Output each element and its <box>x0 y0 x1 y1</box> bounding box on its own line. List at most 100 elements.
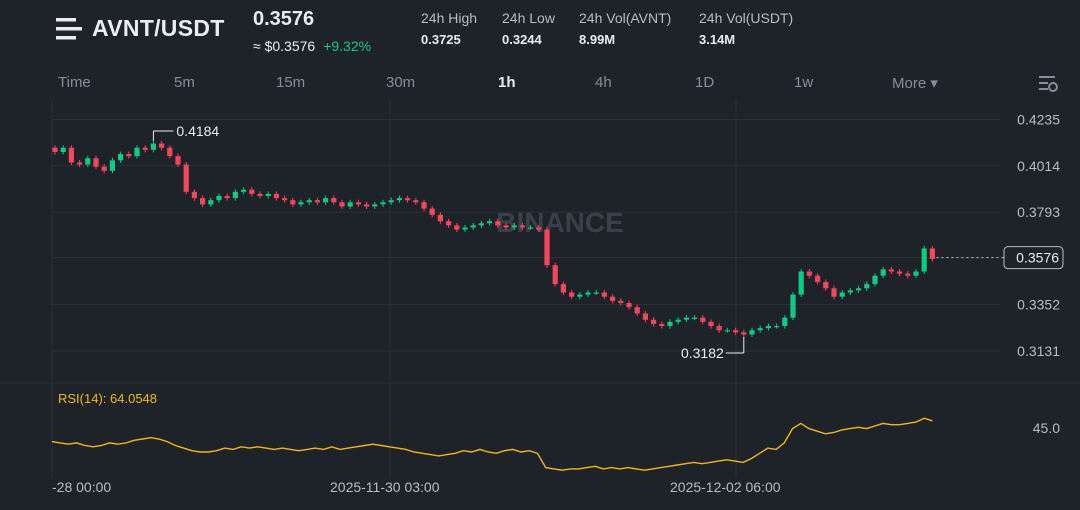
tab-15m[interactable]: 15m <box>276 74 306 91</box>
candle-body <box>364 204 370 207</box>
tab-1h[interactable]: 1h <box>498 74 516 91</box>
candle-body <box>503 225 509 228</box>
candle-body <box>60 147 66 152</box>
price-chart[interactable]: BINANCE 0.4235 0.4014 0.3793 0.3352 0.3131 RS… <box>0 100 1080 510</box>
candle-body <box>339 202 345 207</box>
candle-body <box>519 225 525 228</box>
candle-body <box>798 271 804 295</box>
stat-24h-low: 24h Low 0.3244 <box>502 10 555 47</box>
candle-body <box>150 143 156 150</box>
tab-30m[interactable]: 30m <box>386 74 416 91</box>
candle-body <box>913 271 919 276</box>
y-tick-label: 0.4014 <box>1017 158 1060 174</box>
candle-body <box>175 156 181 165</box>
chart-grid <box>0 100 1080 478</box>
tab-time[interactable]: Time <box>58 74 91 91</box>
candle-body <box>372 204 378 207</box>
candle-body <box>872 275 878 285</box>
candle-body <box>142 147 148 150</box>
x-tick-label: -28 00:00 <box>52 479 111 495</box>
stat-label: 24h Vol(AVNT) <box>579 10 672 26</box>
candle-body <box>126 154 132 157</box>
candle-body <box>815 275 821 282</box>
candle-body <box>241 189 247 192</box>
last-price-label: 0.3576 <box>1016 250 1059 266</box>
tab-more[interactable]: More ▾ <box>892 75 938 92</box>
candle-body <box>388 200 394 203</box>
candle-body <box>601 292 607 297</box>
candle-body <box>847 290 853 293</box>
candle-body <box>405 198 411 201</box>
candle-body <box>823 282 829 289</box>
candle-body <box>282 198 288 201</box>
candle-body <box>741 332 747 335</box>
candle-body <box>659 323 665 327</box>
y-tick-label: 0.3352 <box>1017 297 1060 313</box>
tab-5m[interactable]: 5m <box>174 74 195 91</box>
candle-body <box>864 284 870 289</box>
candle-body <box>667 321 673 327</box>
candle-body <box>454 225 460 230</box>
stat-value: 3.14M <box>699 32 736 47</box>
candle-body <box>528 227 534 229</box>
candle-body <box>109 160 115 171</box>
candle-body <box>733 330 739 333</box>
candle-body <box>413 200 419 203</box>
candle-body <box>708 321 714 327</box>
candle-body <box>478 223 484 226</box>
tab-1w[interactable]: 1w <box>794 74 814 91</box>
candle-body <box>396 198 402 201</box>
candle-body <box>437 214 443 222</box>
ticker-header: AVNT/USDT 0.3576 ≈ $0.3576 +9.32% 24h Hig… <box>0 0 1080 66</box>
candle-body <box>93 158 99 167</box>
candle-body <box>68 147 74 163</box>
candle-body <box>470 225 476 228</box>
candle-body <box>610 296 616 301</box>
candle-body <box>314 200 320 203</box>
candle-body <box>298 202 304 205</box>
candle-body <box>897 271 903 274</box>
candle-body <box>757 328 763 331</box>
candle-body <box>331 198 337 203</box>
stat-24h-high: 24h High 0.3725 <box>421 10 477 47</box>
candle-body <box>683 317 689 320</box>
candle-body <box>774 326 780 328</box>
candle-body <box>552 265 558 285</box>
tab-1d[interactable]: 1D <box>695 74 715 91</box>
chart-settings-icon[interactable] <box>1037 72 1059 94</box>
candle-body <box>159 143 165 148</box>
y-tick-label: 0.3793 <box>1017 204 1060 220</box>
candle-body <box>232 191 238 199</box>
stat-value: 8.99M <box>579 32 616 47</box>
interval-tabs: Time 5m 15m 30m 1h 4h 1D 1w More ▾ <box>0 66 1080 100</box>
candle-body <box>77 162 83 165</box>
candle-body <box>765 326 771 329</box>
candle-body <box>216 196 222 201</box>
candle-body <box>290 200 296 205</box>
trading-pair[interactable]: AVNT/USDT <box>92 15 225 41</box>
candle-body <box>831 288 837 297</box>
stat-value: 0.3725 <box>421 32 461 47</box>
candle-body <box>651 319 657 324</box>
stat-24h-vol-base: 24h Vol(AVNT) 8.99M <box>579 10 671 47</box>
axis-labels: 0.4235 0.4014 0.3793 0.3352 0.3131 RSI(14): 6… <box>52 111 1060 495</box>
candle-body <box>257 193 263 196</box>
candle-body <box>249 189 255 194</box>
candle-body <box>273 193 279 199</box>
candle-body <box>224 196 230 199</box>
menu-icon[interactable] <box>56 18 82 40</box>
price-change: +9.32% <box>323 38 372 54</box>
stat-label: 24h High <box>421 10 478 26</box>
candle-body <box>569 292 575 297</box>
tab-4h[interactable]: 4h <box>595 74 612 91</box>
high-price-annotation: 0.4184 <box>176 123 219 139</box>
last-price-tag <box>1003 246 1064 270</box>
candle-body <box>929 248 935 259</box>
candle-body <box>692 317 698 319</box>
candle-body <box>560 284 566 293</box>
candles <box>52 141 935 337</box>
stat-label: 24h Low <box>502 10 555 26</box>
candle-body <box>446 221 452 226</box>
candle-body <box>134 147 140 157</box>
candle-body <box>52 147 58 152</box>
